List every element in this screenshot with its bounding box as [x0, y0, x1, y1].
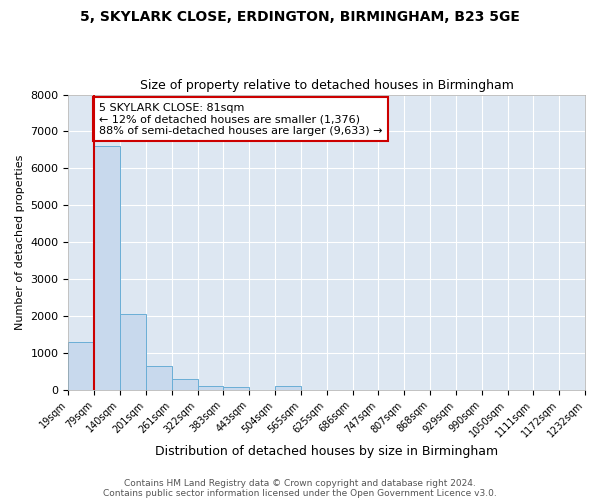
Bar [146, 366, 172, 390]
Y-axis label: Number of detached properties: Number of detached properties [15, 154, 25, 330]
Text: Contains public sector information licensed under the Open Government Licence v3: Contains public sector information licen… [103, 488, 497, 498]
Title: Size of property relative to detached houses in Birmingham: Size of property relative to detached ho… [140, 79, 514, 92]
Bar [197, 386, 223, 390]
Bar [223, 387, 249, 390]
Text: Contains HM Land Registry data © Crown copyright and database right 2024.: Contains HM Land Registry data © Crown c… [124, 478, 476, 488]
X-axis label: Distribution of detached houses by size in Birmingham: Distribution of detached houses by size … [155, 444, 498, 458]
Bar [172, 379, 197, 390]
Bar [120, 314, 146, 390]
Bar [275, 386, 301, 390]
Text: 5, SKYLARK CLOSE, ERDINGTON, BIRMINGHAM, B23 5GE: 5, SKYLARK CLOSE, ERDINGTON, BIRMINGHAM,… [80, 10, 520, 24]
Text: 5 SKYLARK CLOSE: 81sqm
← 12% of detached houses are smaller (1,376)
88% of semi-: 5 SKYLARK CLOSE: 81sqm ← 12% of detached… [99, 102, 382, 136]
Bar [68, 342, 94, 390]
Bar [94, 146, 120, 390]
